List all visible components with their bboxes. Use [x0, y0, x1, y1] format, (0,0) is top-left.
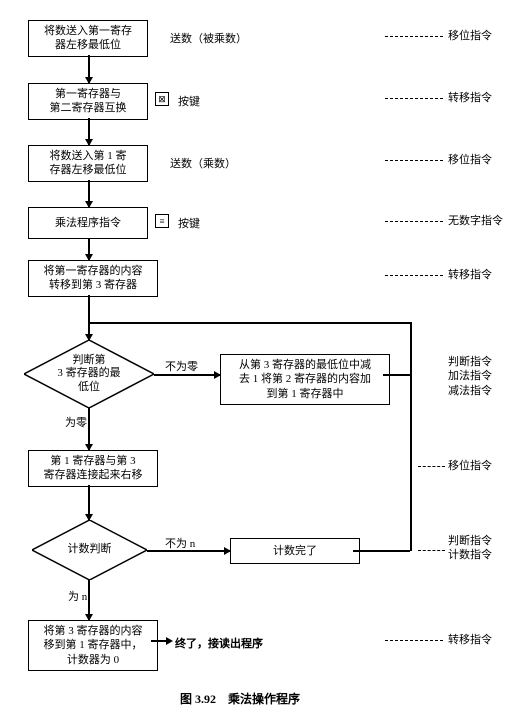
rlabel-shift-2: 移位指令: [448, 153, 492, 167]
label-is-n: 为 n: [68, 588, 87, 604]
swap-key-icon: ⊠: [155, 92, 169, 106]
box-final: 将第 3 寄存器的内容移到第 1 寄存器中，计数器为 0: [28, 620, 158, 671]
box-step-1: 将数送入第一寄存器左移最低位: [28, 20, 148, 57]
rlabel-transfer-3: 转移指令: [448, 633, 492, 647]
label-nonzero: 不为零: [165, 358, 198, 374]
diamond-text: 判断第3 寄存器的最低位: [24, 340, 154, 408]
flow-line: [383, 374, 410, 376]
figure-caption: 图 3.92 乘法操作程序: [180, 690, 300, 707]
dash: [385, 640, 443, 641]
box-shift-right: 第 1 寄存器与第 3寄存器连接起来右移: [28, 450, 158, 487]
flowchart-canvas: 将数送入第一寄存器左移最低位 第一寄存器与第二寄存器互换 将数送入第 1 寄存器…: [10, 10, 519, 711]
dash: [385, 98, 443, 99]
arrow-right-icon: [166, 637, 173, 645]
arrow-down-icon: [85, 139, 93, 146]
rlabel-transfer-1: 转移指令: [448, 91, 492, 105]
decision-count: 计数判断: [32, 520, 147, 580]
arrow-down-icon: [85, 514, 93, 521]
arrow-down-icon: [85, 254, 93, 261]
label-zero: 为零: [65, 414, 87, 430]
label-key-2: 按键: [178, 215, 200, 231]
box-text: 计数完了: [273, 545, 317, 557]
flow-line: [353, 550, 410, 552]
box-text: 乘法程序指令: [55, 217, 121, 229]
dash: [385, 160, 443, 161]
box-step-3: 将数送入第 1 寄存器左移最低位: [28, 145, 148, 182]
box-text: 第一寄存器与第二寄存器互换: [50, 88, 127, 114]
box-text: 将数送入第一寄存器左移最低位: [44, 25, 132, 51]
box-text: 第 1 寄存器与第 3寄存器连接起来右移: [44, 455, 143, 481]
arrow-down-icon: [85, 201, 93, 208]
dash: [385, 221, 443, 222]
box-text: 将第一寄存器的内容转移到第 3 寄存器: [44, 265, 143, 291]
label-not-n: 不为 n: [165, 535, 195, 551]
dash: [418, 466, 445, 467]
rlabel-judge-add-sub: 判断指令加法指令减法指令: [448, 355, 492, 398]
box-step-2: 第一寄存器与第二寄存器互换: [28, 83, 148, 120]
label-multiplicand: 送数（被乘数）: [170, 30, 247, 46]
arrow-down-icon: [85, 334, 93, 341]
arrow-right-icon: [214, 371, 221, 379]
label-end: 终了，接读出程序: [175, 635, 263, 651]
flow-line: [410, 322, 412, 551]
decision-reg3-lsb: 判断第3 寄存器的最低位: [24, 340, 154, 408]
flow-line: [147, 550, 230, 552]
box-text: 从第 3 寄存器的最低位中减去 1 将第 2 寄存器的内容加到第 1 寄存器中: [239, 359, 371, 400]
label-key-1: 按键: [178, 93, 200, 109]
rlabel-shift-3: 移位指令: [448, 459, 492, 473]
rlabel-transfer-2: 转移指令: [448, 268, 492, 282]
box-text: 将数送入第 1 寄存器左移最低位: [50, 150, 127, 176]
rlabel-shift-1: 移位指令: [448, 29, 492, 43]
box-text: 将第 3 寄存器的内容移到第 1 寄存器中，计数器为 0: [44, 625, 143, 666]
arrow-down-icon: [85, 444, 93, 451]
arrow-right-icon: [224, 547, 231, 555]
box-count-done: 计数完了: [230, 538, 360, 564]
label-multiplier: 送数（乘数）: [170, 155, 236, 171]
box-step-4: 乘法程序指令: [28, 207, 148, 239]
flow-line: [154, 374, 220, 376]
rlabel-judge-count: 判断指令计数指令: [448, 534, 492, 563]
dash: [385, 36, 443, 37]
arrow-down-icon: [85, 77, 93, 84]
eq-key-icon: ≡: [155, 214, 169, 228]
dash: [385, 275, 443, 276]
box-subtract-add: 从第 3 寄存器的最低位中减去 1 将第 2 寄存器的内容加到第 1 寄存器中: [220, 354, 390, 405]
flow-line: [88, 322, 411, 324]
diamond-text: 计数判断: [32, 520, 147, 580]
box-step-5: 将第一寄存器的内容转移到第 3 寄存器: [28, 260, 158, 297]
arrow-down-icon: [85, 614, 93, 621]
dash: [418, 550, 445, 551]
rlabel-nodigit: 无数字指令: [448, 214, 503, 228]
